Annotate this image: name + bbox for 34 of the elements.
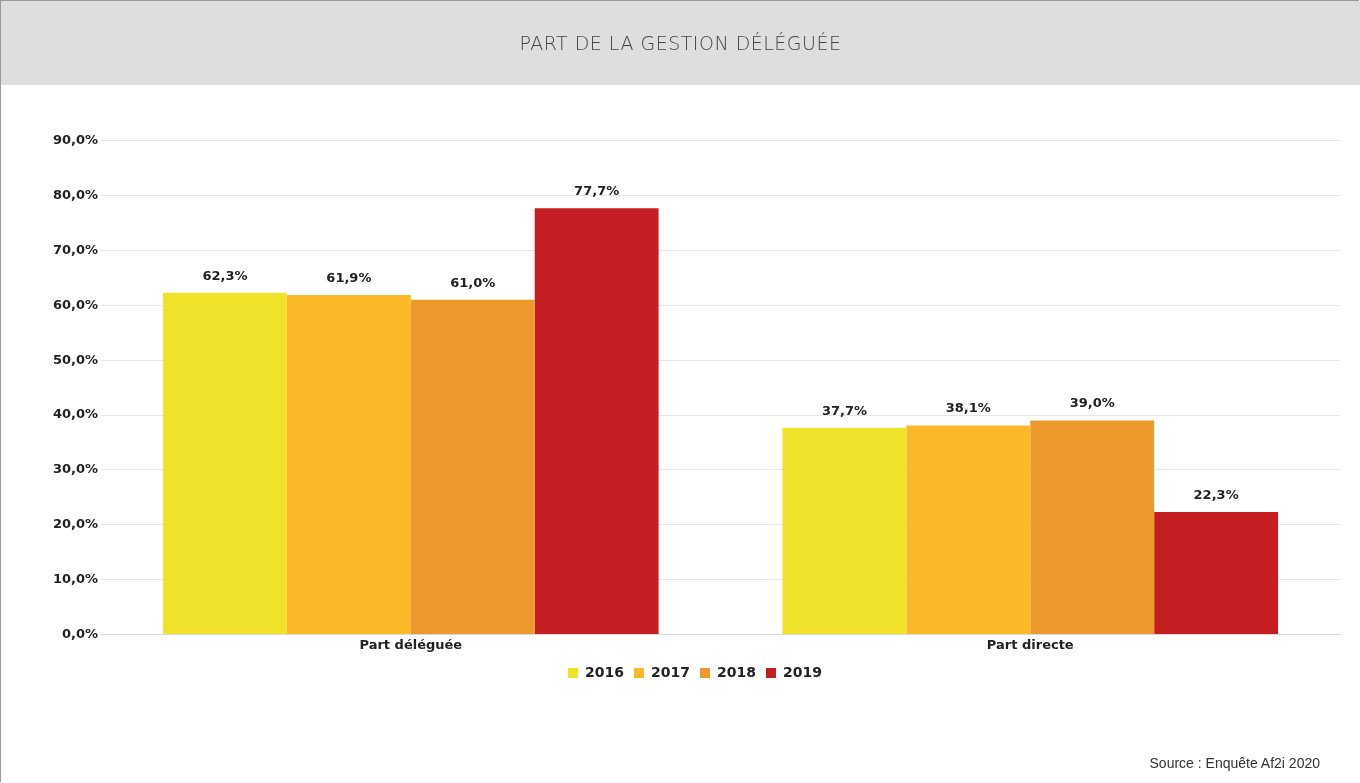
y-tick-label: 10,0%: [52, 570, 99, 586]
y-tick-label: 60,0%: [52, 296, 99, 312]
bar: [906, 425, 1031, 634]
y-tick-label: 70,0%: [52, 241, 99, 257]
data-label: 61,9%: [326, 269, 372, 285]
bar: [534, 208, 659, 634]
y-tick-label: 0,0%: [62, 625, 99, 641]
legend-label: 2016: [585, 663, 625, 680]
chart-title: PART DE LA GESTION DÉLÉGUÉE: [1, 1, 1360, 85]
y-tick-label: 90,0%: [52, 132, 99, 148]
y-tick-label: 40,0%: [52, 406, 99, 422]
bar: [782, 427, 907, 634]
data-label: 77,7%: [574, 183, 620, 199]
bar: [1154, 512, 1279, 634]
legend-label: 2019: [782, 663, 822, 680]
data-label: 39,0%: [1069, 395, 1115, 411]
bar: [1030, 420, 1155, 634]
y-tick-label: 50,0%: [52, 351, 99, 367]
data-label: 38,1%: [945, 400, 991, 416]
bar: [163, 292, 287, 634]
x-tick-label: Part directe: [986, 636, 1074, 652]
data-label: 62,3%: [202, 267, 248, 283]
source-note: Source : Enquête Af2i 2020: [1149, 755, 1320, 771]
data-label: 61,0%: [450, 274, 496, 290]
data-label: 22,3%: [1193, 486, 1239, 502]
legend-label: 2018: [717, 663, 756, 680]
bar: [286, 294, 411, 634]
y-tick-label: 80,0%: [52, 187, 99, 203]
legend-label: 2017: [651, 663, 690, 680]
y-tick-label: 20,0%: [52, 516, 99, 532]
data-label: 37,7%: [821, 402, 867, 418]
bar: [410, 299, 535, 634]
y-tick-label: 30,0%: [52, 461, 99, 477]
x-tick-label: Part déléguée: [359, 636, 463, 652]
